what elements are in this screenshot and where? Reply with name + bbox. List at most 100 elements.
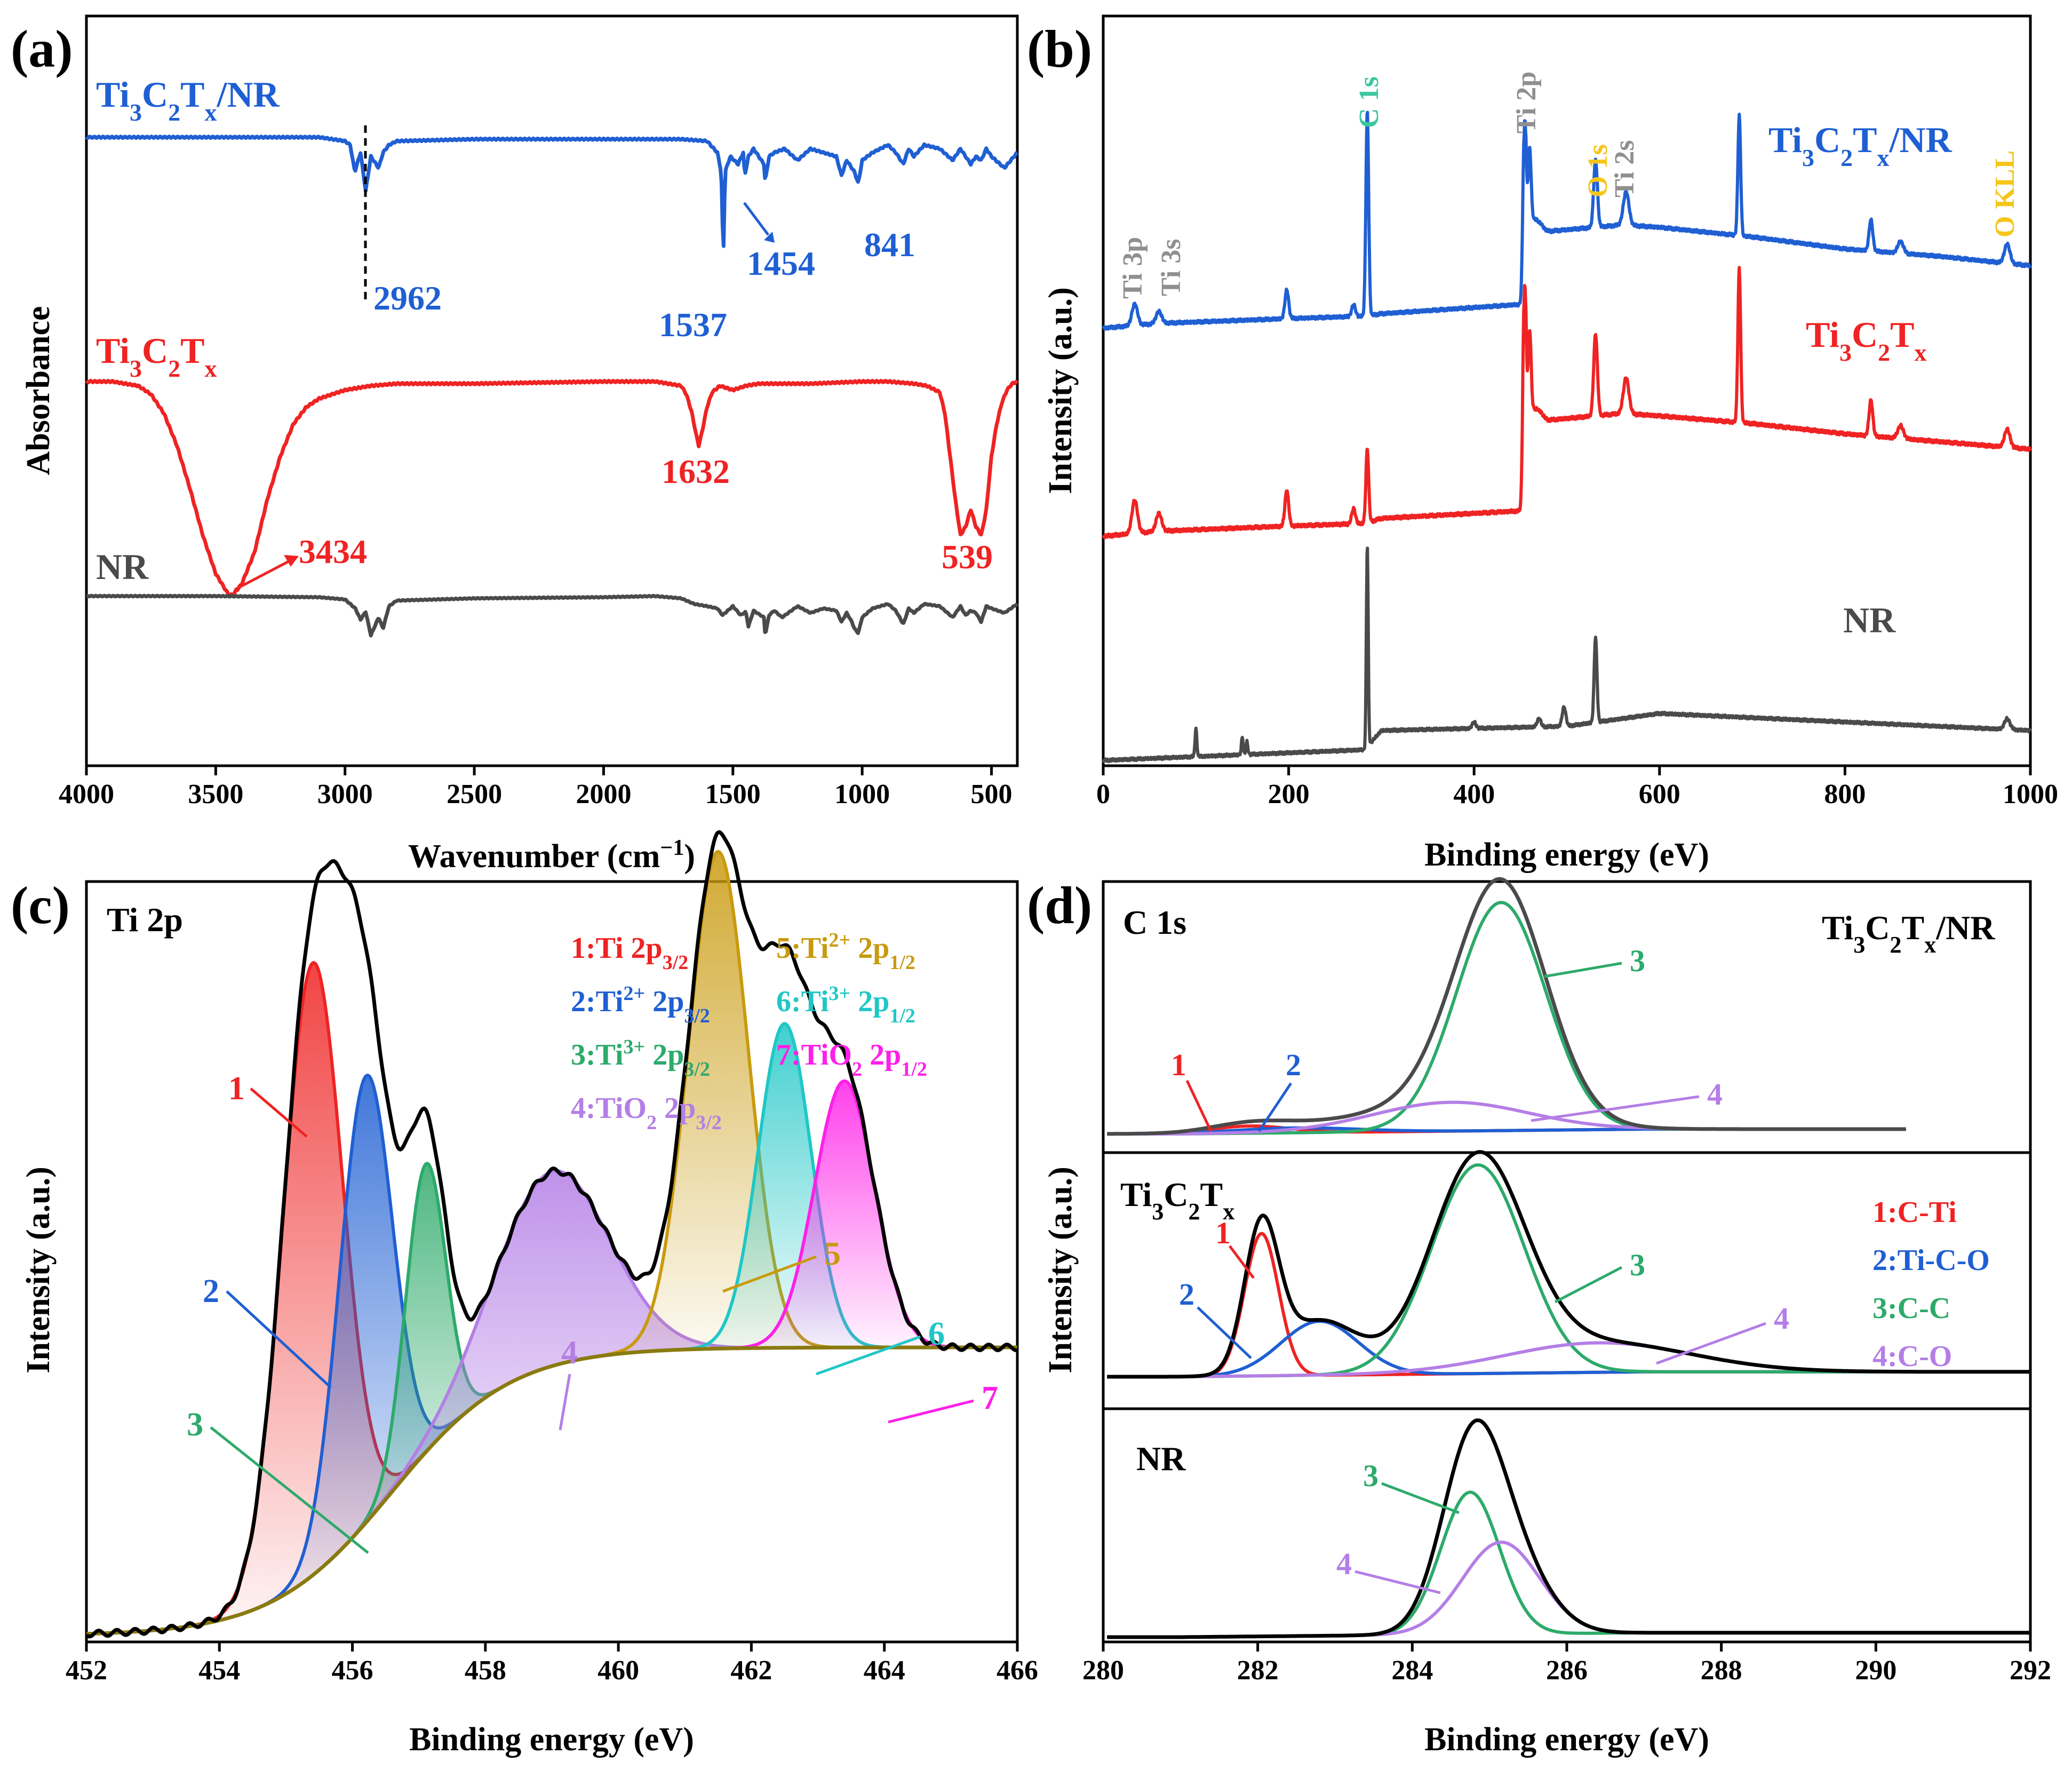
c-tick-label-458: 458 [465, 1655, 506, 1686]
a-tick-label-3500: 3500 [188, 779, 243, 809]
panel-b-frame [1102, 14, 2032, 767]
annot-c1s: C 1s [1354, 76, 1384, 128]
d-tick-label-280: 280 [1082, 1655, 1124, 1686]
panel-b-label-ti3c2tx: Ti3C2Tx [1806, 314, 1927, 366]
callout-d2-4-arrow [1656, 1322, 1766, 1365]
callout-d1-4: 4 [1707, 1077, 1723, 1112]
callout-d3-4-arrow [1354, 1570, 1441, 1594]
arrow-1454-head [764, 232, 775, 243]
callout-d2-1: 1 [1215, 1216, 1231, 1250]
callout-d2-3-arrow [1554, 1266, 1623, 1304]
arrow-3434-head [284, 555, 299, 567]
panel-a-label-ti3c2tx-nr: Ti3C2Tx/NR [96, 74, 280, 126]
annot-ti2s: Ti 2s [1609, 140, 1640, 197]
peak-label-2962: 2962 [373, 279, 442, 317]
callout-c-5-arrow [722, 1255, 817, 1293]
series-a-nr [85, 593, 1019, 638]
callout-d3-3-arrow [1381, 1482, 1460, 1514]
component-d1-3 [1107, 901, 1906, 1136]
panel-c: (c) 452 454 456 458 460 462 464 466 Binding ene… [11, 830, 1038, 1758]
a-tick-label-3000: 3000 [317, 779, 373, 809]
series-b-ti3c2tx-nr [1102, 110, 2032, 331]
panel-a-x-ticks: 4000 3500 3000 2500 2000 1500 1000 500 [59, 766, 1013, 809]
panel-c-letter: (c) [11, 876, 70, 935]
background-c [86, 1345, 1017, 1636]
component-c-2-fill [259, 1075, 472, 1608]
panel-c-x-ticks: 452 454 456 458 460 462 464 466 [66, 1642, 1038, 1686]
peak-label-1632: 1632 [662, 453, 730, 490]
legend-d-3: 3:C-C [1872, 1292, 1950, 1325]
panel-c-ylabel: Intensity (a.u.) [20, 1166, 57, 1374]
d-tick-label-286: 286 [1546, 1655, 1588, 1686]
component-c-3-fill [346, 1163, 506, 1545]
legend-c-2: 2:Ti2+ 2p3/2 [571, 982, 710, 1027]
a-tick-label-1000: 1000 [834, 779, 890, 809]
panel-c-frame [85, 880, 1019, 1644]
c-tick-label-464: 464 [864, 1655, 905, 1686]
panel-d-x-ticks: 280 282 284 286 288 290 292 [1082, 1642, 2051, 1686]
component-c-5-fill [598, 851, 838, 1356]
panel-a: (a) 4000 3500 3000 2500 2000 1500 1000 500 Wave… [11, 14, 1019, 875]
a-tick-label-2500: 2500 [447, 779, 502, 809]
callout-c-1-arrow [250, 1088, 308, 1138]
component-c-4-fill [325, 1171, 778, 1565]
callout-c-4: 4 [561, 1335, 578, 1371]
annot-ti3p: Ti 3p [1118, 237, 1148, 299]
series-b-ti3c2tx [1102, 266, 2032, 539]
annot-o1s: O 1s [1583, 144, 1613, 197]
callout-c-7-arrow [888, 1399, 974, 1424]
callout-d1-4-arrow [1531, 1095, 1700, 1122]
panel-d-callouts: 1 2 3 4 1 2 3 4 3 4 [1171, 943, 1789, 1594]
callout-d1-2-arrow [1257, 1082, 1293, 1132]
panel-c-xlabel: Binding energy (eV) [409, 1721, 694, 1758]
panel-c-callouts: 1 2 3 4 5 6 7 [187, 1070, 998, 1554]
callout-c-6-arrow [816, 1335, 921, 1376]
arrow-3434 [234, 559, 292, 591]
series-a-ti3c2tx-nr [85, 134, 1019, 248]
c-tick-label-452: 452 [66, 1655, 107, 1686]
annot-okll: O KLL [1990, 150, 2020, 237]
panel-b-label-nr: NR [1843, 600, 1896, 640]
panel-d-letter: (d) [1027, 876, 1092, 935]
callout-c-6: 6 [928, 1316, 945, 1352]
d-tick-label-290: 290 [1855, 1655, 1896, 1686]
panel-a-label-ti3c2tx: Ti3C2Tx [96, 330, 217, 382]
legend-c-1: 1:Ti 2p3/2 [571, 932, 688, 974]
panel-c-title: Ti 2p [107, 901, 183, 939]
b-tick-label-1000: 1000 [2003, 779, 2058, 809]
panel-d-series [1107, 877, 2030, 1639]
arrow-1454 [743, 202, 769, 236]
legend-d-4: 4:C-O [1872, 1340, 1952, 1373]
callout-d3-4: 4 [1336, 1546, 1352, 1581]
subplot-label-nr: NR [1136, 1440, 1186, 1478]
panel-a-letter: (a) [11, 19, 73, 78]
envelope-d2 [1107, 1150, 2030, 1379]
peak-label-1537: 1537 [659, 306, 727, 344]
annot-ti3s: Ti 3s [1156, 239, 1186, 296]
panel-d-xlabel: Binding energy (eV) [1424, 1721, 1709, 1758]
panel-b-ylabel: Intensity (a.u.) [1042, 287, 1079, 494]
callout-c-2: 2 [203, 1273, 219, 1309]
d-tick-label-284: 284 [1391, 1655, 1433, 1686]
envelope-d3 [1107, 1418, 2030, 1639]
panel-b-xlabel: Binding energy (eV) [1424, 837, 1709, 873]
callout-c-2-arrow [226, 1290, 332, 1388]
envelope-c [85, 830, 1018, 1639]
subplot-label-ti3c2tx-nr: Ti3C2Tx/NR [1822, 909, 1995, 958]
series-b-nr [1102, 546, 2032, 764]
d-tick-label-288: 288 [1701, 1655, 1742, 1686]
a-tick-label-2000: 2000 [576, 779, 631, 809]
callout-d2-3: 3 [1630, 1248, 1645, 1282]
legend-d-1: 1:C-Ti [1872, 1196, 1957, 1229]
legend-d-2: 2:Ti-C-O [1872, 1244, 1990, 1277]
callout-d1-3: 3 [1630, 943, 1645, 978]
panel-b-letter: (b) [1027, 19, 1092, 78]
panel-a-frame [85, 14, 1019, 767]
b-tick-label-400: 400 [1453, 779, 1495, 809]
callout-d1-3-arrow [1544, 962, 1622, 978]
panel-d: (d) 280 282 284 286 288 290 292 Binding energy… [1027, 876, 2051, 1758]
series-a-ti3c2tx [85, 378, 1019, 598]
panel-b-series [1102, 110, 2032, 764]
panel-a-series [85, 134, 1019, 638]
a-tick-label-500: 500 [971, 779, 1013, 809]
